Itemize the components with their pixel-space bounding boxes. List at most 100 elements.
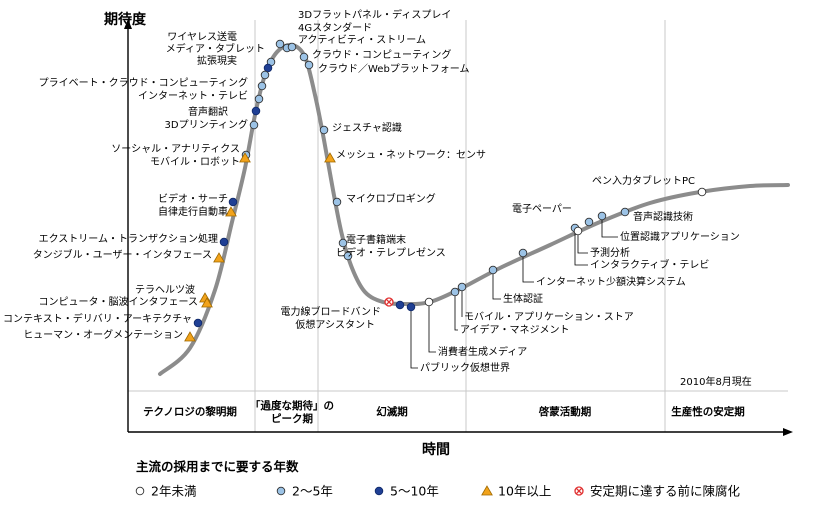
technology-label: 4Gスタンダード xyxy=(298,21,372,34)
technology-label: パブリック仮想世界 xyxy=(420,361,510,374)
technology-marker xyxy=(193,318,203,328)
technology-label: メッシュ・ネットワーク：センサ xyxy=(336,149,486,161)
technology-label: 消費者生成メディア xyxy=(438,345,527,358)
technology-marker xyxy=(488,265,498,275)
legend-label: 2年未満 xyxy=(151,484,196,499)
technology-label: クラウド／Webプラットフォーム xyxy=(318,63,470,75)
technology-marker xyxy=(260,70,270,80)
technology-label: 位置認識アプリケーション xyxy=(620,230,740,243)
technology-marker xyxy=(263,63,273,73)
as-of-date: 2010年8月現在 xyxy=(680,375,752,388)
technology-marker xyxy=(213,252,225,263)
technology-label: 電子ペーパー xyxy=(512,203,572,215)
technology-label: 3Dプリンティング xyxy=(165,118,248,131)
leader-line xyxy=(601,220,618,238)
technology-label: マイクロブロギング xyxy=(346,192,436,205)
technology-label: ジェスチャ認識 xyxy=(332,121,402,134)
technology-label: アイデア・マネジメント xyxy=(460,323,570,336)
x-axis-title: 時間 xyxy=(422,441,450,458)
technology-label: アクティビティ・ストリーム xyxy=(298,34,426,46)
technology-marker xyxy=(338,238,348,248)
technology-label: 拡張現実 xyxy=(197,54,237,67)
technology-marker xyxy=(251,106,261,116)
technology-label: コンピュータ・脳波インタフェース xyxy=(39,295,199,308)
leader-lines xyxy=(410,220,618,369)
technology-label: テラヘルツ波 xyxy=(135,283,195,296)
leader-line xyxy=(574,232,588,266)
technology-marker xyxy=(184,331,196,342)
technology-label: プライベート・クラウド・コンピューティング xyxy=(39,76,248,89)
x-axis-arrowhead xyxy=(783,428,793,436)
technology-label: ペン入力タブレットPC xyxy=(592,174,695,187)
technology-label: インターネット少額決算システム xyxy=(536,275,686,288)
legend-label: 5〜10年 xyxy=(390,484,439,499)
technology-marker xyxy=(299,52,309,62)
technology-label: 音声認識技術 xyxy=(633,210,693,223)
technology-label: ソーシャル・アナリティクス xyxy=(111,143,240,155)
technology-marker xyxy=(406,302,416,312)
legend-marker xyxy=(574,486,584,496)
legend-marker xyxy=(374,486,384,496)
technology-label: 電力線ブロードバンド xyxy=(281,305,382,318)
phase-label: 幻滅期 xyxy=(376,405,408,418)
technology-marker xyxy=(343,251,353,261)
leader-line xyxy=(492,274,501,300)
technology-label: 予測分析 xyxy=(590,246,630,259)
technology-marker xyxy=(219,237,229,247)
technology-label: タンジブル・ユーザー・インタフェース xyxy=(33,248,212,261)
leader-line xyxy=(428,306,436,353)
technology-markers xyxy=(184,39,707,342)
legend-marker xyxy=(481,485,493,496)
technology-labels: 3Dフラットパネル・ディスプレイ4Gスタンダードアクティビティ・ストリームクラウ… xyxy=(3,8,740,374)
technology-label: ビデオ・テレプレゼンス xyxy=(336,246,446,259)
technology-label: コンテキスト・デリバリ・アーキテクチャ xyxy=(3,312,192,325)
phase-label: テクノロジの黎明期 xyxy=(143,405,237,418)
technology-marker xyxy=(384,297,394,307)
technology-label: 音声翻訳 xyxy=(188,105,228,118)
phase-label: 生産性の安定期 xyxy=(671,405,745,418)
legend-label: 安定期に達する前に陳腐化 xyxy=(590,484,741,499)
phase-label: 「過度な期待」のピーク期 xyxy=(250,399,334,425)
legend-label: 2〜5年 xyxy=(292,484,333,499)
leader-line xyxy=(577,235,588,254)
technology-marker xyxy=(225,206,237,217)
technology-marker xyxy=(597,211,607,221)
technology-marker xyxy=(424,297,434,307)
technology-marker xyxy=(620,207,630,217)
technology-label: メディア・タブレット xyxy=(166,42,265,55)
technology-label: ビデオ・サーチ xyxy=(158,192,228,205)
legend-title: 主流の採用までに要する年数 xyxy=(136,459,299,474)
technology-marker xyxy=(201,297,213,308)
phase-label: 啓蒙活動期 xyxy=(539,405,592,418)
technology-label: ヒューマン・オーグメンテーション xyxy=(23,328,183,341)
technology-marker xyxy=(254,94,264,104)
technology-label: 電子書籍端末 xyxy=(346,233,406,246)
technology-marker xyxy=(257,81,267,91)
technology-label: モバイル・アプリケーション・ストア xyxy=(464,311,634,323)
legend-marker xyxy=(276,486,286,496)
technology-marker xyxy=(450,287,460,297)
leader-line xyxy=(522,257,534,283)
legend-marker xyxy=(135,486,145,496)
technology-marker xyxy=(249,120,259,130)
phase-labels: テクノロジの黎明期 「過度な期待」のピーク期 幻滅期 啓蒙活動期 生産性の安定期 xyxy=(143,399,745,425)
technology-marker xyxy=(457,282,467,292)
technology-label: 仮想アシスタント xyxy=(295,318,375,331)
technology-marker xyxy=(287,42,297,52)
technology-marker xyxy=(275,39,285,49)
legend: 2年未満 2〜5年 5〜10年 10年以上 安定期に達する前に陳腐化 xyxy=(135,484,741,499)
y-axis-arrowhead xyxy=(124,19,132,29)
technology-marker xyxy=(395,300,405,310)
technology-marker xyxy=(584,217,594,227)
technology-marker xyxy=(332,197,342,207)
y-axis-title: 期待度 xyxy=(104,11,147,28)
legend-label: 10年以上 xyxy=(498,484,551,499)
technology-marker xyxy=(697,187,707,197)
leader-line xyxy=(454,296,458,331)
technology-marker xyxy=(228,197,238,207)
technology-marker xyxy=(573,226,583,236)
technology-label: 自律走行自動車 xyxy=(158,205,228,218)
technology-label: エクストリーム・トランザクション処理 xyxy=(39,232,218,245)
technology-label: クラウド・コンピューティング xyxy=(312,48,451,61)
